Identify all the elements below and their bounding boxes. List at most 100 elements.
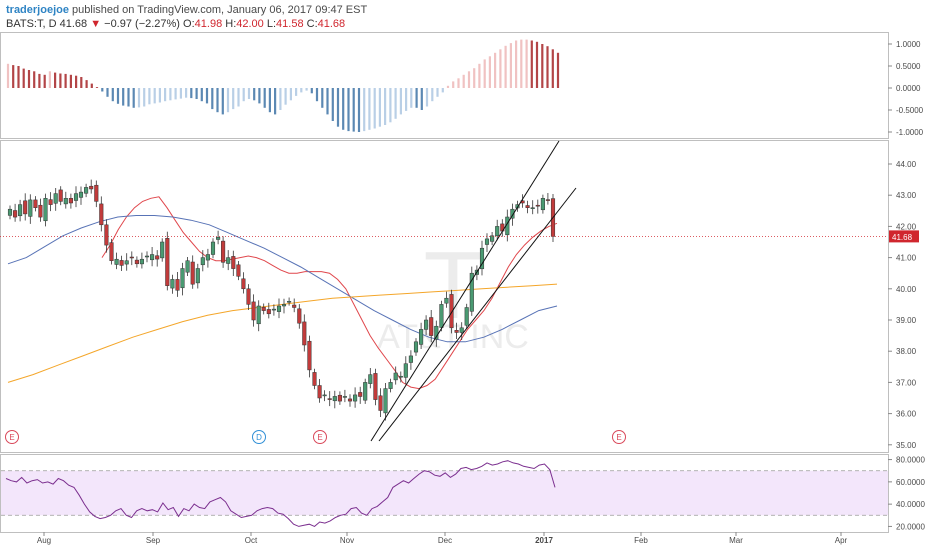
candle-body: [150, 254, 155, 261]
candle: [139, 252, 144, 269]
rsi-tick-label: 20.0000: [896, 522, 925, 531]
candle-body: [195, 268, 200, 284]
price-tick-label: 44.00: [896, 160, 917, 169]
candle: [373, 368, 378, 406]
candle: [231, 250, 236, 276]
rsi-band: [1, 470, 888, 516]
candle: [190, 255, 195, 289]
last-price-tag: [889, 230, 919, 243]
candle-body: [535, 204, 540, 207]
candle: [33, 196, 38, 212]
candle: [479, 240, 485, 276]
candle-body: [408, 355, 413, 363]
rsi-tick-label: 80.0000: [896, 456, 925, 465]
event-marker: D: [252, 430, 266, 444]
candle-body: [84, 187, 89, 194]
candle: [180, 262, 185, 296]
candle-body: [58, 189, 63, 202]
candle: [459, 322, 464, 340]
candle: [388, 378, 393, 393]
candle-body: [495, 226, 500, 237]
candle-body: [449, 294, 454, 329]
candle: [175, 272, 180, 297]
candle-body: [530, 207, 535, 209]
candle-body: [444, 297, 449, 304]
candle: [43, 193, 48, 227]
down-arrow-icon: ▼: [90, 18, 102, 30]
candle: [73, 186, 79, 208]
candle: [134, 256, 139, 268]
candle: [266, 302, 271, 319]
candle-body: [139, 258, 144, 265]
candle-body: [216, 237, 221, 240]
event-marker-circle: [313, 430, 327, 444]
candle: [160, 238, 165, 262]
rsi-pane[interactable]: [1, 460, 888, 527]
x-tick-label: Nov: [340, 536, 354, 545]
candle-body: [200, 257, 205, 266]
change-text: −0.97 (−2.27%): [104, 18, 180, 30]
candle: [545, 193, 550, 205]
candle: [221, 236, 226, 268]
author-name[interactable]: traderjoejoe: [6, 4, 69, 16]
candle-body: [419, 329, 424, 345]
candle-body: [241, 278, 246, 290]
candle-body: [368, 374, 373, 384]
open-value: 41.98: [194, 18, 223, 30]
candle: [393, 366, 398, 385]
event-marker-circle: [5, 430, 19, 444]
low-label: L:: [266, 18, 277, 30]
candle-body: [175, 279, 180, 291]
oscillator-pane[interactable]: [6, 39, 560, 132]
candle-body: [246, 288, 251, 305]
candle-body: [276, 305, 282, 312]
candle: [317, 379, 322, 403]
price-tick-label: 35.00: [896, 441, 917, 450]
candle-body: [439, 304, 444, 328]
candle: [53, 188, 58, 211]
candle: [297, 304, 302, 329]
candle-body: [297, 308, 302, 324]
candle: [48, 192, 53, 212]
candle-body: [144, 255, 150, 258]
candle: [89, 179, 94, 194]
candle: [439, 300, 444, 332]
candle-body: [94, 184, 99, 202]
oscillator-tick-label: 0.5000: [896, 62, 921, 71]
candle: [312, 368, 317, 390]
candle-body: [434, 325, 439, 340]
candle-body: [23, 200, 28, 215]
candle-body: [429, 317, 434, 336]
candle: [119, 255, 124, 271]
candle-body: [358, 392, 363, 397]
candle-body: [464, 307, 469, 326]
candle-body: [363, 382, 368, 401]
candle-body: [160, 241, 165, 259]
candle: [495, 219, 500, 241]
candle-body: [18, 204, 23, 217]
candle: [469, 266, 474, 316]
candle-body: [459, 327, 464, 333]
candle-body: [337, 394, 342, 402]
candle-body: [226, 257, 231, 264]
candle-body: [13, 210, 18, 218]
candle: [246, 284, 251, 310]
candle: [261, 303, 266, 315]
price-tick-label: 41.00: [896, 254, 917, 263]
candle: [99, 196, 104, 232]
candle-body: [490, 235, 495, 242]
event-marker: E: [5, 430, 19, 444]
candle: [104, 219, 109, 253]
candle-body: [180, 268, 185, 289]
candle-body: [7, 208, 13, 216]
price-tick-label: 38.00: [896, 347, 917, 356]
candle-body: [403, 363, 408, 378]
price-tick-label: 39.00: [896, 316, 917, 325]
event-marker: E: [612, 430, 626, 444]
candle: [424, 315, 429, 335]
open-label: O:: [183, 18, 195, 30]
rsi-tick-label: 60.0000: [896, 478, 925, 487]
candle-body: [281, 304, 287, 307]
